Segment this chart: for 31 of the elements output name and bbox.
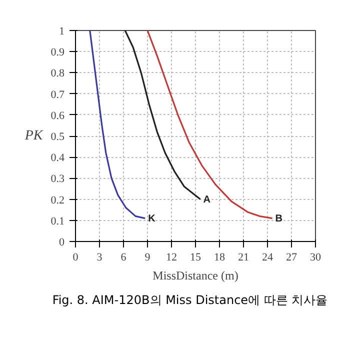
- y-axis-title: PK: [24, 128, 44, 144]
- series-label: B: [275, 213, 283, 224]
- x-tick-label: 12: [166, 252, 177, 264]
- line-series: [146, 30, 274, 220]
- y-tick-label: 0.1: [50, 215, 64, 228]
- y-tick-label: 0.6: [50, 110, 65, 122]
- x-tick-label: 21: [238, 252, 249, 264]
- x-tick-label: 30: [310, 252, 322, 264]
- x-tick-label: 0: [72, 252, 79, 264]
- y-tick-label: 1: [59, 26, 64, 38]
- x-tick-label: 3: [96, 252, 103, 264]
- x-tick-label: 15: [190, 252, 202, 264]
- series-label: A: [203, 194, 211, 206]
- y-tick-label: 0: [59, 236, 65, 248]
- y-tick-label: 0.7: [50, 88, 65, 101]
- y-tick-label: 0.8: [50, 68, 65, 80]
- y-tick-label: 0.5: [50, 131, 65, 143]
- line-series: [124, 30, 202, 200]
- caption: Fig. 8. AIM-120B의 Miss Distance에 따른 치사율: [52, 292, 328, 309]
- x-tick-label: 6: [120, 252, 127, 264]
- y-tick-label: 0.2: [50, 194, 64, 206]
- y-tick-label: 0.4: [50, 152, 65, 164]
- x-tick-label: 18: [214, 252, 226, 264]
- line-series: [89, 30, 146, 220]
- x-tick-label: 24: [262, 252, 274, 264]
- x-tick-label: 27: [286, 252, 298, 264]
- y-tick-label: 0.3: [50, 173, 65, 186]
- x-axis-title: MissDistance (m): [152, 268, 238, 282]
- y-tick-label: 0.9: [50, 46, 65, 59]
- series-label: K: [148, 213, 156, 224]
- x-tick-label: 9: [144, 252, 151, 264]
